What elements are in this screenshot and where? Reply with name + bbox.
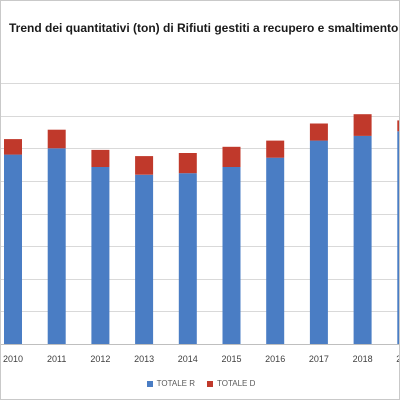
legend-label-totale-r: TOTALE R <box>156 379 195 388</box>
x-tick-label-2014: 2014 <box>178 354 198 364</box>
bar-totale-r-2019[interactable] <box>397 131 400 344</box>
bar-totale-r-2010[interactable] <box>4 154 22 344</box>
bar-totale-d-2019[interactable] <box>397 120 400 132</box>
x-tick-label-2010: 2010 <box>3 354 23 364</box>
legend: TOTALE R TOTALE D <box>1 379 399 388</box>
bar-totale-d-2014[interactable] <box>178 153 197 174</box>
x-tick-labels: 2010 2011 2012 2013 2014 2015 2016 2017 2018 2019 <box>3 354 400 364</box>
legend-label-totale-d: TOTALE D <box>217 379 256 388</box>
legend-swatch-totale-r <box>146 380 153 387</box>
bar-totale-d-2015[interactable] <box>222 146 241 167</box>
bar-totale-d-2017[interactable] <box>309 123 328 141</box>
bar-totale-r-2014[interactable] <box>178 173 197 344</box>
bar-totale-d-2016[interactable] <box>266 140 285 158</box>
x-tick-label-2018: 2018 <box>353 354 373 364</box>
bar-totale-r-2016[interactable] <box>266 157 285 344</box>
legend-item-totale-d[interactable]: TOTALE D <box>207 379 255 388</box>
bar-totale-r-2013[interactable] <box>135 174 154 344</box>
bar-totale-r-2011[interactable] <box>47 148 66 344</box>
bar-totale-r-2015[interactable] <box>222 167 241 344</box>
bar-totale-d-2012[interactable] <box>91 149 110 167</box>
x-tick-label-2011: 2011 <box>47 354 66 364</box>
x-tick-label-2017: 2017 <box>309 354 329 364</box>
x-tick-label-2013: 2013 <box>134 354 154 364</box>
gridlines <box>1 83 399 345</box>
x-tick-label-2016: 2016 <box>265 354 285 364</box>
bar-totale-d-2011[interactable] <box>47 129 66 149</box>
legend-item-totale-r[interactable]: TOTALE R <box>146 379 195 388</box>
bar-totale-d-2013[interactable] <box>135 156 154 175</box>
bar-totale-r-2017[interactable] <box>309 140 328 344</box>
bar-totale-d-2010[interactable] <box>4 139 22 155</box>
bar-totale-r-2018[interactable] <box>353 135 372 344</box>
x-tick-label-2012: 2012 <box>90 354 110 364</box>
chart-title: Trend dei quantitativi (ton) di Rifiuti … <box>9 21 399 35</box>
bar-totale-d-2018[interactable] <box>353 114 372 136</box>
x-tick-label-2015: 2015 <box>221 354 241 364</box>
legend-swatch-totale-d <box>207 380 213 387</box>
bar-totale-r-2012[interactable] <box>91 167 110 344</box>
bars <box>4 114 400 344</box>
x-tick-label-2019: 2019 <box>396 354 400 364</box>
